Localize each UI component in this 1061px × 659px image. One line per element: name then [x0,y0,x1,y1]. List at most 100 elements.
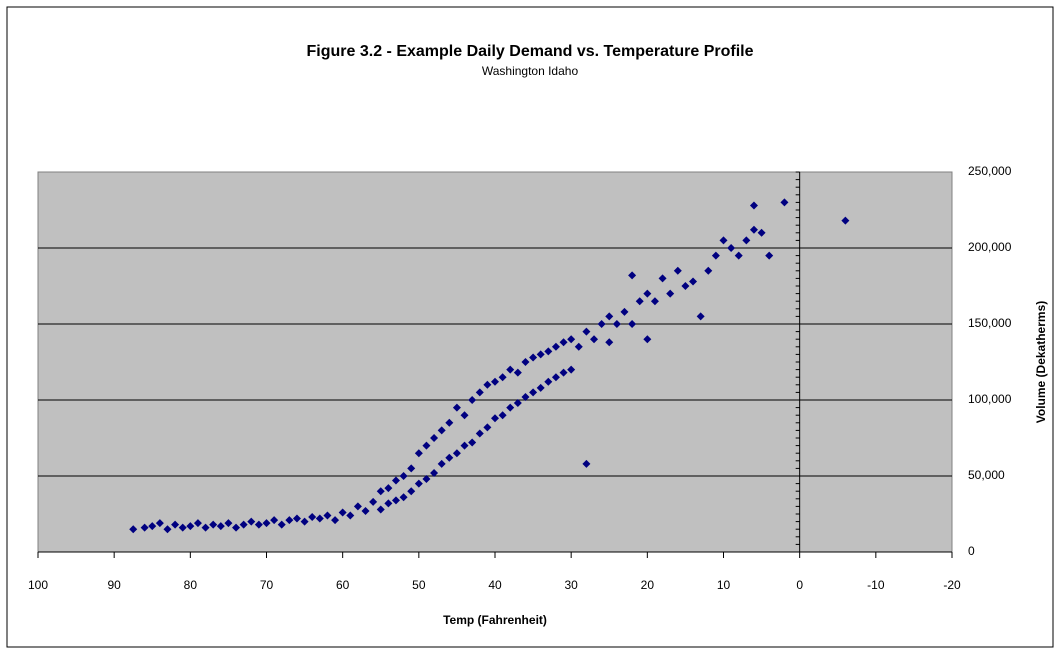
point [475,429,484,438]
point [727,244,736,252]
point [491,377,499,386]
point [129,525,138,534]
point [749,225,758,234]
y-tick-label: 50,000 [968,468,1005,482]
point [407,464,416,473]
point [452,403,461,412]
point [483,423,492,432]
point [673,266,682,275]
point [559,338,568,347]
point [643,289,652,298]
point [513,368,522,377]
point [422,475,431,484]
point [475,388,484,397]
x-tick-label: 50 [412,578,426,592]
point [582,459,591,468]
point [391,476,400,485]
point [498,373,507,382]
point [353,502,362,511]
x-tick-label: 30 [564,578,578,592]
point [254,520,263,529]
point [193,519,202,528]
point [529,353,538,362]
point [452,449,461,458]
point [369,497,378,506]
point [757,228,766,237]
point [521,392,530,401]
point [315,514,324,523]
point [460,411,469,420]
point [384,484,393,493]
point [734,251,743,260]
x-tick-label: -10 [867,578,885,592]
point [513,399,522,408]
y-tick-label: 100,000 [968,392,1012,406]
point [491,414,499,423]
point [719,236,728,245]
chart-subtitle: Washington Idaho [482,64,579,78]
point [742,236,751,245]
point [643,335,652,344]
point [551,342,560,351]
point [574,342,583,351]
point [346,511,355,520]
point [536,350,545,359]
point [292,514,301,523]
point [376,487,385,496]
point [224,519,233,528]
x-tick-label: -20 [943,578,961,592]
x-tick-label: 40 [488,578,502,592]
point [628,320,637,328]
point [209,520,218,529]
y-tick-label: 250,000 [968,164,1012,178]
point [521,358,530,366]
point [323,511,332,520]
point [430,434,439,442]
point [483,380,492,389]
point [536,383,545,392]
point [506,365,515,374]
point [711,251,720,260]
point [407,487,416,496]
point [704,266,713,275]
y-tick-label: 0 [968,544,975,558]
point [300,517,309,526]
point [414,449,423,458]
point [650,297,659,306]
point [399,472,408,480]
point [445,453,454,462]
point [163,525,172,534]
point [597,320,606,328]
plot-area [37,171,953,553]
point [155,519,164,528]
point [148,522,157,531]
point [612,320,621,328]
point [582,327,591,336]
point [559,368,568,377]
point [239,520,248,529]
point [361,506,370,515]
point [384,499,393,508]
point [232,523,241,532]
y-tick-label: 150,000 [968,316,1012,330]
x-tick-label: 80 [184,578,198,592]
point [529,388,538,397]
point [460,441,469,450]
point [620,307,629,316]
point [338,508,347,517]
point [681,282,690,290]
point [376,505,385,514]
point [841,216,850,225]
x-axis-label: Temp (Fahrenheit) [443,613,547,627]
point [628,271,637,280]
point [605,312,614,321]
point [590,335,599,344]
x-tick-label: 20 [641,578,655,592]
point [437,459,446,468]
point [422,441,431,450]
point [247,517,256,526]
point [635,297,644,306]
y-axis-label: Volume (Dekatherms) [1034,301,1048,423]
point [437,426,446,435]
